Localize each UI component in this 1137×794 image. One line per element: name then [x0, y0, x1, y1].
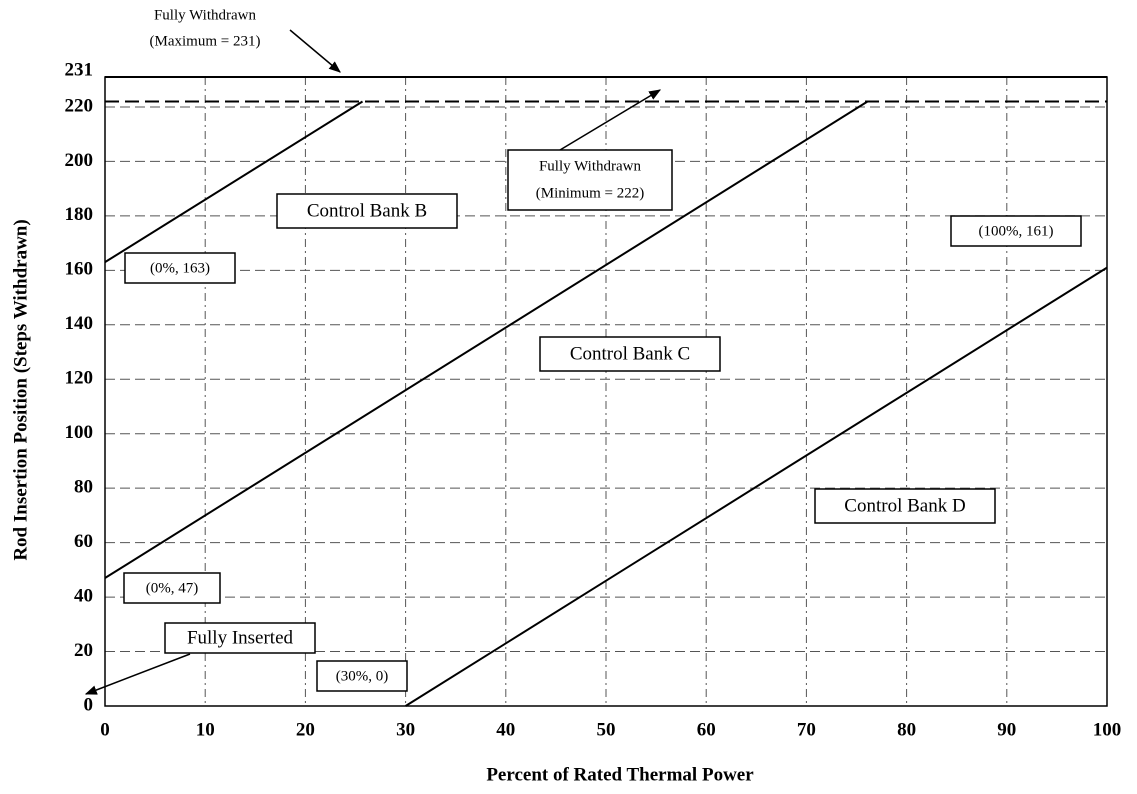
x-tick-label: 80	[897, 719, 916, 740]
ref-sublabel: (Maximum = 231)	[150, 33, 261, 49]
y-tick-label: 200	[65, 150, 94, 171]
y-axis-title: Rod Insertion Position (Steps Withdrawn)	[10, 219, 31, 560]
label-box	[507, 149, 673, 211]
x-tick-label: 50	[597, 719, 616, 740]
y-tick-label: 100	[65, 422, 94, 443]
y-tick-label: 120	[65, 368, 94, 389]
ref-label: Fully Withdrawn	[154, 7, 257, 23]
x-tick-label: 20	[296, 719, 315, 740]
arrow	[289, 29, 341, 73]
label-box	[814, 488, 996, 524]
x-tick-label: 60	[697, 719, 716, 740]
annotation: (0%, 47)	[146, 580, 199, 596]
y-tick-label: 60	[74, 531, 93, 552]
label-box	[164, 622, 316, 654]
annotation: (100%, 161)	[979, 223, 1054, 239]
series-line	[104, 100, 364, 264]
x-tick-label: 10	[196, 719, 215, 740]
y-tick-label: 0	[84, 694, 94, 715]
y-tick-label: 80	[74, 477, 93, 498]
x-tick-label: 70	[797, 719, 816, 740]
y-tick-label: 160	[65, 259, 94, 280]
label-box	[276, 193, 458, 229]
series-line	[405, 266, 1108, 707]
ref-label: Fully Withdrawn	[539, 158, 642, 174]
ref-sublabel: (Minimum = 222)	[536, 185, 644, 201]
series-label: Control Bank D	[844, 495, 965, 516]
arrow	[84, 653, 191, 695]
x-tick-label: 100	[1093, 719, 1122, 740]
y-tick-label: 140	[65, 313, 94, 334]
x-axis-title: Percent of Rated Thermal Power	[486, 764, 754, 785]
annotation: (30%, 0)	[336, 668, 389, 684]
y-tick-label: 220	[65, 95, 94, 116]
label-box	[316, 660, 408, 692]
x-tick-label: 30	[396, 719, 415, 740]
annotation: Fully Inserted	[187, 627, 294, 648]
y-tick-label: 40	[74, 585, 93, 606]
arrow	[559, 89, 662, 151]
label-box	[539, 336, 721, 372]
label-box	[124, 252, 236, 284]
annotation: (0%, 163)	[150, 260, 210, 276]
series-line	[104, 100, 869, 579]
series-label: Control Bank C	[570, 343, 690, 364]
series-label: Control Bank B	[307, 200, 427, 221]
x-tick-label: 90	[997, 719, 1016, 740]
label-box	[950, 215, 1082, 247]
y-tick-label: 20	[74, 640, 93, 661]
label-box	[123, 572, 221, 604]
y-tick-label: 180	[65, 204, 94, 225]
y-tick-label: 231	[65, 59, 94, 80]
x-tick-label: 40	[496, 719, 515, 740]
x-tick-label: 0	[100, 719, 110, 740]
